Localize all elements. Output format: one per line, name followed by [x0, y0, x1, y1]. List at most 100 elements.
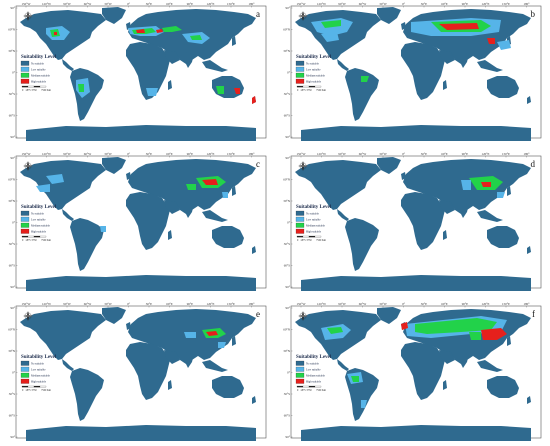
south-america-landmass	[70, 218, 104, 271]
latitude-label: 30°S	[9, 92, 15, 96]
legend-swatch-high-suitable	[20, 228, 30, 234]
longitude-label: 120°E	[206, 302, 214, 306]
legend-swatch-no-suitable	[295, 210, 305, 216]
legend: Suitability Level No suitable Low suitable…	[20, 55, 57, 84]
legend-swatch-no-suitable	[295, 360, 305, 366]
scale-bar-segment	[296, 85, 304, 88]
latitude-label: 90°	[11, 6, 16, 10]
suitability-areas	[46, 26, 256, 104]
scale-label: 3750	[306, 389, 312, 392]
latitude-label: 60°S	[9, 114, 15, 118]
scale-bar-segment	[308, 235, 316, 238]
greenland-landmass	[102, 157, 126, 174]
madagascar-landmass	[168, 380, 172, 390]
legend-swatch-high-suitable	[295, 228, 305, 234]
latitude-label: 60°S	[284, 414, 290, 418]
legend-label: No suitable	[306, 212, 320, 215]
scale-bar: 0 1875 3750 7500 Km	[296, 235, 326, 242]
scale-label: 1875	[300, 239, 306, 242]
legend-swatch-medium-suitable	[20, 222, 30, 228]
scale-label: 3750	[31, 389, 37, 392]
scale-bar-segment	[21, 385, 29, 388]
latitude-label: 90°	[286, 135, 291, 139]
suitability-areas	[36, 174, 228, 232]
legend-swatch-medium-suitable	[295, 372, 305, 378]
legend-swatch-no-suitable	[295, 60, 305, 66]
longitude-label: 0°	[402, 152, 406, 156]
greenland-landmass	[102, 7, 126, 24]
high-suitable-area	[252, 96, 256, 104]
legend-label: Low suitable	[31, 68, 46, 71]
suitability-areas	[311, 18, 511, 82]
low-suitable-area	[497, 192, 505, 198]
longitude-label: 60°W	[359, 2, 366, 6]
panel-letter: e	[256, 309, 260, 319]
longitude-label: 180°	[248, 302, 255, 306]
legend-swatch-low-suitable	[20, 366, 30, 372]
legend-label: High suitable	[31, 80, 47, 83]
medium-suitable-area	[469, 332, 481, 340]
longitude-label: 90°E	[187, 2, 193, 6]
scale-label: 0	[22, 389, 24, 392]
high-suitable-area	[54, 32, 57, 35]
india-landmass	[184, 52, 194, 68]
longitude-label: 120°E	[206, 152, 214, 156]
scale-label: 7500 Km	[41, 389, 51, 392]
longitude-label: 60°E	[166, 2, 172, 6]
legend-label: High suitable	[306, 380, 322, 383]
se-asia-islands-landmass	[202, 360, 228, 372]
legend-label: Medium suitable	[306, 374, 326, 377]
latitude-label: 30°N	[8, 349, 15, 353]
scale-bar: 0 1875 3750 7500 Km	[21, 235, 51, 242]
scale-bar: 0 1875 3750 7500 Km	[296, 385, 326, 392]
legend-label: No suitable	[306, 62, 320, 65]
longitude-label: 120°E	[481, 152, 489, 156]
latitude-label: 30°N	[283, 199, 290, 203]
arabia-landmass	[164, 200, 180, 214]
scale-label: 0	[22, 89, 24, 92]
south-america-landmass	[345, 218, 379, 271]
legend-label: Medium suitable	[306, 224, 326, 227]
high-suitable-area	[481, 182, 491, 187]
longitude-label: 120°W	[317, 2, 326, 6]
legend-swatch-no-suitable	[20, 210, 30, 216]
legend: Suitability Level No suitable Low suitable…	[20, 355, 57, 384]
longitude-label: 180°	[248, 2, 255, 6]
suitability-areas	[321, 316, 507, 408]
low-suitable-area	[36, 184, 50, 192]
scale-bar-segment	[27, 85, 35, 88]
scale-label: 7500 Km	[316, 389, 326, 392]
scale-bar-segment	[302, 235, 310, 238]
longitude-label: 150°W	[21, 2, 30, 6]
panel-letter: a	[256, 9, 260, 19]
legend-title: Suitability Level	[21, 55, 57, 60]
low-suitable-area	[461, 180, 471, 190]
longitude-label: 60°E	[441, 152, 447, 156]
arabia-landmass	[439, 200, 455, 214]
longitude-label: 150°E	[502, 2, 510, 6]
latitude-label: 60°N	[8, 28, 15, 32]
latitude-label: 60°S	[284, 264, 290, 268]
legend-label: High suitable	[31, 230, 47, 233]
suitability-areas	[184, 328, 226, 348]
medium-suitable-area	[361, 76, 369, 82]
legend-label: High suitable	[306, 230, 322, 233]
map-panel-d: 150°W 120°W 90°W 60°W 30°W 0° 30°E 60°E 90°E 120°…	[281, 152, 546, 291]
latitude-label: 90°	[286, 156, 291, 160]
se-asia-islands-landmass	[477, 210, 503, 222]
australia-landmass	[487, 76, 519, 98]
scale-label: 0	[297, 389, 299, 392]
scale-label: 1875	[25, 389, 31, 392]
latitude-label: 0°	[12, 371, 16, 375]
longitude-label: 60°W	[359, 302, 366, 306]
scale-bar-segment	[314, 85, 322, 88]
longitude-label: 150°W	[21, 302, 30, 306]
central-america-landmass	[337, 359, 349, 371]
latitude-label: 90°	[286, 285, 291, 289]
scale-label: 3750	[306, 89, 312, 92]
longitude-label: 150°E	[227, 152, 235, 156]
australia-landmass	[487, 226, 519, 248]
longitude-label: 60°W	[84, 302, 91, 306]
scale-label: 1875	[300, 389, 306, 392]
australia-landmass	[212, 226, 244, 248]
